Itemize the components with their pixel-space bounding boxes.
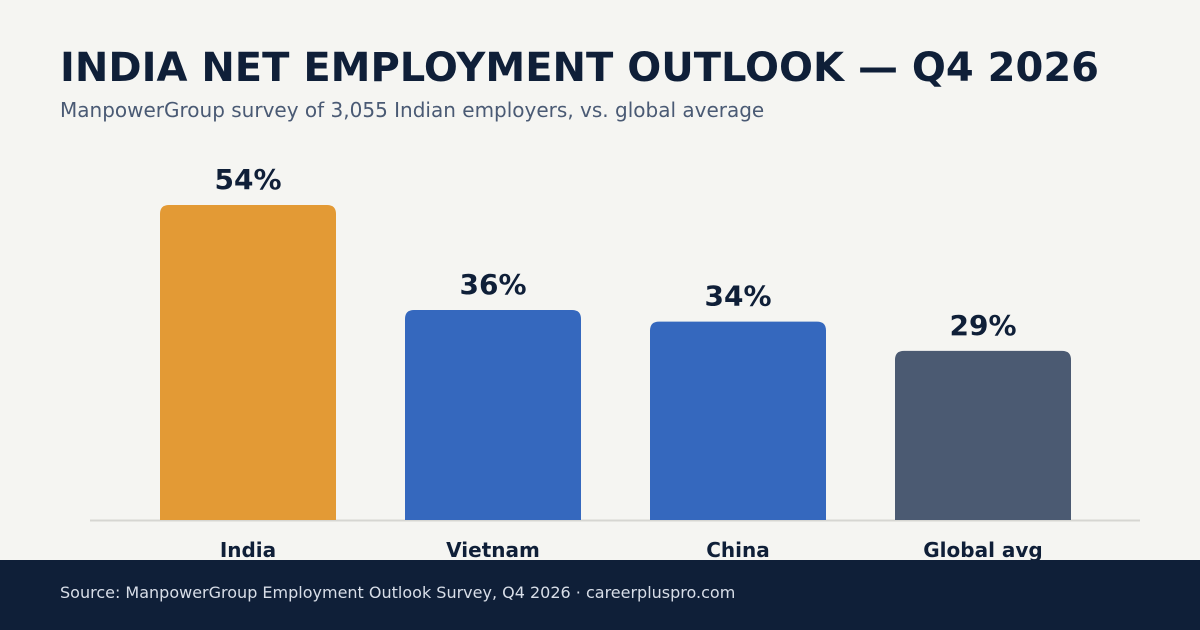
bar-global-avg	[895, 350, 1071, 520]
value-label-china: 34%	[704, 280, 771, 313]
category-label-india: India	[220, 538, 276, 560]
value-label-india: 54%	[214, 163, 281, 196]
category-label-china: China	[706, 538, 770, 560]
chart-subtitle: ManpowerGroup survey of 3,055 Indian emp…	[60, 98, 765, 122]
category-label-global-avg: Global avg	[923, 538, 1043, 560]
source-text: Source: ManpowerGroup Employment Outlook…	[60, 583, 736, 602]
source-footer: Source: ManpowerGroup Employment Outlook…	[0, 560, 1200, 630]
bar-vietnam	[405, 310, 581, 520]
chart-title: INDIA NET EMPLOYMENT OUTLOOK — Q4 2026	[60, 45, 1099, 91]
category-label-vietnam: Vietnam	[446, 538, 540, 560]
value-label-global-avg: 29%	[949, 309, 1016, 342]
bar-chart: 54% India 36% Vietnam 34% China 29% Global avg	[90, 163, 1140, 560]
bar-india	[160, 205, 336, 520]
bar-china	[650, 321, 826, 520]
value-label-vietnam: 36%	[459, 268, 526, 301]
